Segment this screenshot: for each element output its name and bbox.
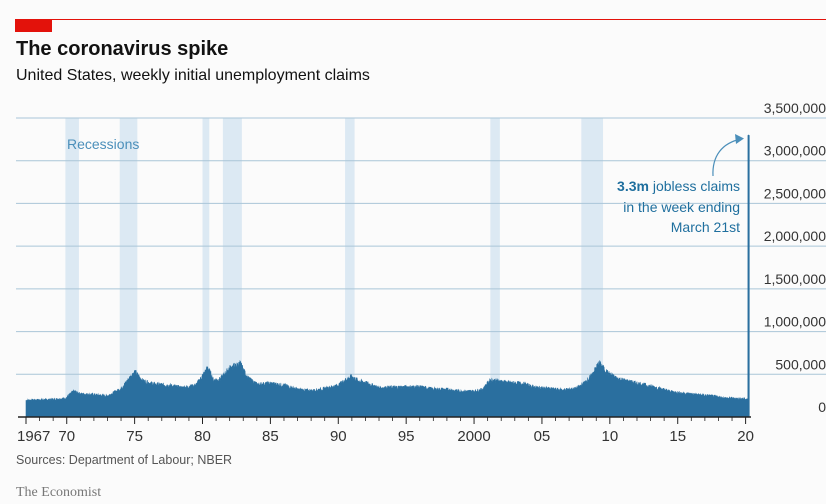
source-note: Sources: Department of Labour; NBER <box>16 453 233 467</box>
recession-bands <box>65 118 604 417</box>
x-tick-label: 1967 <box>17 428 50 445</box>
accent-rule <box>15 19 826 20</box>
y-tick-label: 3,500,000 <box>764 100 826 116</box>
annotation-line-1: in the week ending <box>623 199 740 215</box>
recession-band-6 <box>581 118 604 417</box>
y-tick-label: 2,000,000 <box>764 228 826 244</box>
axes <box>18 416 751 424</box>
claims-series-area <box>25 134 749 418</box>
recession-band-1 <box>119 118 138 417</box>
annotation-line-0: 3.3m jobless claims <box>617 178 740 194</box>
brand-logo: The Economist <box>16 485 102 500</box>
x-tick-label: 95 <box>398 428 415 445</box>
recession-band-2 <box>202 118 210 417</box>
recession-band-0 <box>65 118 79 417</box>
arrow-head-icon <box>735 134 744 144</box>
x-tick-label: 2000 <box>457 428 490 445</box>
recession-band-4 <box>345 118 355 417</box>
annotation-text: March 21st <box>671 219 740 235</box>
annotation-text: jobless claims <box>649 178 740 194</box>
x-tick-label: 10 <box>601 428 618 445</box>
chart-title: The coronavirus spike <box>16 38 229 60</box>
annotation-text: in the week ending <box>623 199 740 215</box>
x-tick-label: 80 <box>194 428 211 445</box>
gridlines <box>16 117 826 375</box>
labels: 0 500,000 1,000,000 1,500,000 2,000,000 2,500… <box>17 100 826 445</box>
annotation-bold: 3.3m <box>617 178 649 194</box>
recession-band-5 <box>490 118 500 417</box>
y-tick-label: 3,000,000 <box>764 143 826 159</box>
y-tick-label: 0 <box>818 399 826 415</box>
recessions-label: Recessions <box>67 136 139 152</box>
annotation-line-2: March 21st <box>671 219 740 235</box>
y-tick-label: 2,500,000 <box>764 185 826 201</box>
chart-subtitle: United States, weekly initial unemployme… <box>16 67 370 84</box>
x-tick-label: 15 <box>669 428 686 445</box>
claims-area <box>25 134 750 418</box>
y-tick-label: 1,000,000 <box>764 314 826 330</box>
accent-tab <box>15 19 52 32</box>
y-tick-label: 500,000 <box>775 356 826 372</box>
x-tick-label: 05 <box>534 428 551 445</box>
recession-band-3 <box>222 118 242 417</box>
annotation-arrow <box>712 138 742 177</box>
x-tick-label: 85 <box>262 428 279 445</box>
x-tick-label: 75 <box>126 428 143 445</box>
x-tick-label: 90 <box>330 428 347 445</box>
x-tick-label: 20 <box>737 428 754 445</box>
y-tick-label: 1,500,000 <box>764 271 826 287</box>
x-tick-label: 70 <box>58 428 75 445</box>
